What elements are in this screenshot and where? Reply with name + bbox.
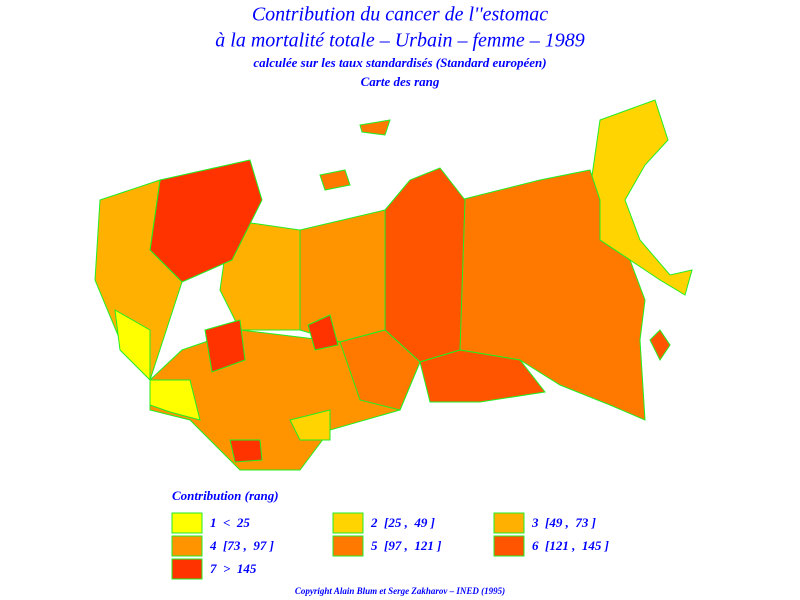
legend-label: 4 [73 , 97 ] xyxy=(209,538,274,553)
legend-label: 1 < 25 xyxy=(210,515,250,530)
legend-swatch xyxy=(332,535,364,557)
legend-label: 7 > 145 xyxy=(210,561,257,576)
legend-swatch xyxy=(171,558,203,580)
copyright: Copyright Alain Blum et Serge Zakharov –… xyxy=(295,586,505,596)
legend-swatch xyxy=(493,535,525,557)
subtitle: à la mortalité totale – Urbain – femme –… xyxy=(215,30,584,52)
map-label: Carte des rang xyxy=(361,74,440,89)
legend-label: 5 [97 , 121 ] xyxy=(371,538,441,553)
legend-label: 2 [25 , 49 ] xyxy=(370,515,435,530)
legend-swatch xyxy=(332,512,364,534)
legend-swatch xyxy=(493,512,525,534)
legend-title: Contribution (rang) xyxy=(172,488,279,503)
legend-label: 6 [121 , 145 ] xyxy=(532,538,609,553)
legend-label: 3 [49 , 73 ] xyxy=(531,515,596,530)
note: calculée sur les taux standardisés (Stan… xyxy=(253,55,546,70)
legend: 1 < 25 2 [25 , 49 ] 3 [49 , 73 ] 4 [73 , 97… xyxy=(171,512,609,580)
legend-swatch xyxy=(171,535,203,557)
map xyxy=(94,99,693,471)
legend-swatch xyxy=(171,512,203,534)
title: Contribution du cancer de l''estomac xyxy=(252,4,548,26)
